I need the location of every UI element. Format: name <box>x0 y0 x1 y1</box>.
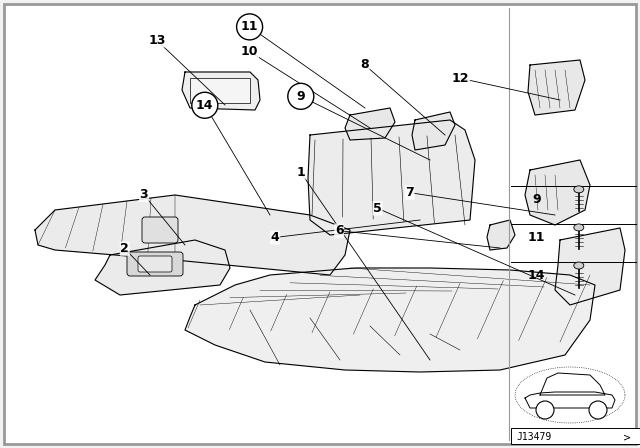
Text: 9: 9 <box>532 193 541 206</box>
Polygon shape <box>525 160 590 225</box>
FancyBboxPatch shape <box>511 428 640 444</box>
Circle shape <box>192 92 218 118</box>
FancyBboxPatch shape <box>138 256 172 272</box>
Ellipse shape <box>574 186 584 193</box>
Text: 7: 7 <box>405 186 414 199</box>
Text: 10: 10 <box>241 45 259 58</box>
Text: 9: 9 <box>296 90 305 103</box>
Text: 14: 14 <box>528 269 545 282</box>
Text: 13: 13 <box>148 34 166 47</box>
Circle shape <box>237 14 262 40</box>
FancyBboxPatch shape <box>4 4 636 444</box>
Ellipse shape <box>574 224 584 231</box>
Text: 1: 1 <box>296 166 305 179</box>
Polygon shape <box>528 60 585 115</box>
Circle shape <box>536 401 554 419</box>
Ellipse shape <box>574 262 584 269</box>
Text: 5: 5 <box>373 202 382 215</box>
Circle shape <box>288 83 314 109</box>
Polygon shape <box>345 108 395 140</box>
Polygon shape <box>35 195 350 275</box>
Polygon shape <box>487 220 515 250</box>
FancyBboxPatch shape <box>127 252 183 276</box>
Polygon shape <box>182 72 260 110</box>
Text: 3: 3 <box>140 188 148 202</box>
FancyBboxPatch shape <box>142 217 178 243</box>
Text: 2: 2 <box>120 242 129 255</box>
Text: 14: 14 <box>196 99 214 112</box>
Text: >: > <box>623 432 631 442</box>
Polygon shape <box>540 373 605 395</box>
Polygon shape <box>525 392 615 408</box>
Text: 8: 8 <box>360 58 369 72</box>
Polygon shape <box>412 112 455 150</box>
Circle shape <box>589 401 607 419</box>
Polygon shape <box>555 228 625 305</box>
Polygon shape <box>185 268 595 372</box>
Text: J13479: J13479 <box>517 432 552 442</box>
Text: 6: 6 <box>335 224 344 237</box>
FancyBboxPatch shape <box>190 78 250 103</box>
Polygon shape <box>308 120 475 235</box>
Polygon shape <box>95 240 230 295</box>
Text: 4: 4 <box>271 231 280 244</box>
Text: 11: 11 <box>241 20 259 34</box>
Text: 12: 12 <box>452 72 470 85</box>
Text: 11: 11 <box>528 231 545 244</box>
